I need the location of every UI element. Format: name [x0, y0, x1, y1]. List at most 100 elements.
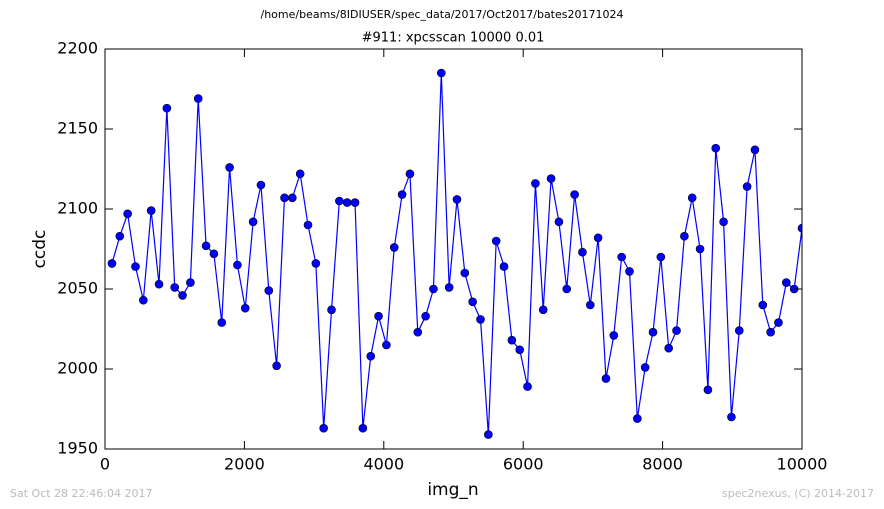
x-axis-label: img_n [427, 480, 478, 500]
data-point [687, 193, 697, 203]
data-point [272, 361, 281, 371]
supertitle: /home/beams/8IDIUSER/spec_data/2017/Oct2… [261, 8, 624, 21]
data-point [225, 163, 234, 172]
data-point [444, 283, 454, 292]
data-point [515, 345, 525, 355]
y-axis-label: ccdc [30, 230, 50, 269]
data-point [484, 430, 493, 439]
data-point [139, 295, 148, 305]
data-point [366, 351, 376, 361]
data-point [758, 300, 768, 310]
data-point [303, 220, 313, 230]
data-point [617, 252, 626, 262]
data-point [460, 268, 470, 278]
y-tick-label: 2100 [57, 199, 98, 218]
data-point [201, 241, 211, 251]
footer-right: spec2nexus, (C) 2014-2017 [722, 487, 874, 500]
data-point [593, 233, 603, 243]
data-point [327, 305, 336, 315]
data-point [585, 300, 595, 310]
data-point [342, 198, 352, 207]
data-point [154, 279, 164, 289]
data-point [554, 217, 564, 227]
data-point [256, 180, 266, 190]
chart-title: #911: xpcsscan 10000 0.01 [362, 31, 545, 46]
x-tick-label: 0 [100, 455, 110, 474]
data-point [437, 68, 446, 78]
footer-left: Sat Oct 28 22:46:04 2017 [10, 487, 152, 500]
data-point [531, 179, 540, 188]
data-point [452, 195, 462, 204]
data-point [374, 311, 383, 321]
data-point [648, 327, 658, 337]
data-point [695, 244, 705, 254]
x-tick-label: 10000 [777, 455, 828, 474]
data-point [264, 286, 274, 295]
y-tick-label: 2150 [57, 119, 98, 138]
data-point [335, 196, 344, 206]
data-point [115, 231, 125, 241]
data-point [350, 198, 360, 207]
data-point [633, 414, 642, 423]
data-point [162, 103, 172, 113]
y-tick-label: 1950 [57, 439, 98, 458]
data-point [703, 385, 713, 395]
data-point [468, 297, 477, 307]
data-point [734, 326, 744, 335]
data-point [217, 318, 227, 327]
data-point [123, 209, 132, 219]
data-point [209, 249, 219, 259]
data-point [578, 247, 587, 257]
data-point [280, 193, 289, 203]
data-point [233, 260, 242, 270]
data-point [491, 236, 501, 246]
x-tick-label: 6000 [503, 455, 544, 474]
data-point [609, 331, 619, 340]
data-point [248, 217, 258, 227]
data-point [507, 335, 517, 345]
data-point [288, 193, 297, 203]
data-point [570, 190, 579, 199]
data-point [625, 267, 634, 276]
data-point [499, 262, 509, 271]
data-point [476, 315, 485, 324]
data-point [146, 206, 156, 215]
data-point [295, 169, 305, 179]
data-point [774, 318, 783, 327]
data-point [311, 259, 321, 268]
data-point [170, 283, 179, 292]
data-point [672, 326, 681, 335]
data-point [711, 143, 721, 153]
data-point [680, 231, 689, 241]
data-point [766, 327, 775, 337]
data-point [382, 340, 391, 350]
data-point [178, 291, 187, 300]
plot-area [107, 68, 802, 439]
data-point [742, 182, 752, 191]
y-tick-label: 2050 [57, 279, 98, 298]
data-point [750, 145, 760, 155]
x-tick-label: 2000 [224, 455, 265, 474]
data-point [107, 259, 117, 268]
x-tick-label: 4000 [363, 455, 404, 474]
data-point [358, 423, 368, 433]
x-tick-label: 8000 [642, 455, 683, 474]
data-point [186, 278, 195, 287]
data-point [640, 363, 650, 372]
data-point [131, 262, 140, 271]
data-point [562, 284, 572, 294]
data-point [413, 327, 423, 337]
data-point [656, 252, 666, 262]
data-point [397, 190, 407, 199]
data-point [193, 94, 203, 103]
data-point [546, 174, 556, 183]
data-point [389, 243, 399, 252]
data-point [421, 311, 430, 321]
data-point [719, 217, 728, 227]
data-point [429, 284, 438, 294]
axes-frame [104, 48, 803, 450]
data-point [782, 278, 791, 287]
data-point [405, 169, 415, 179]
